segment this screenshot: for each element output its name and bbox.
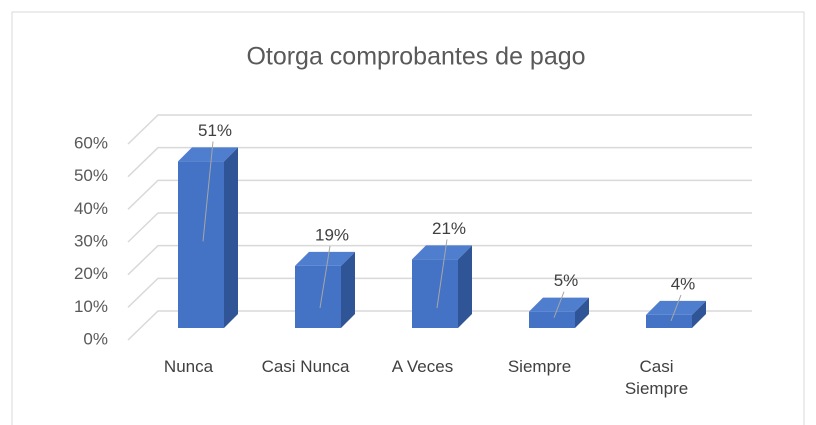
bar-front (529, 311, 575, 328)
x-tick-label-box: Casi Nunca (261, 357, 350, 376)
x-tick-label: Siempre (507, 357, 572, 376)
data-label: 5% (554, 271, 579, 290)
bar-front (646, 314, 692, 328)
data-label: 4% (671, 274, 696, 293)
bar-side (458, 245, 472, 328)
x-tick-label: A Veces (391, 357, 454, 376)
grid-line (127, 244, 752, 276)
grid-line (127, 114, 752, 145)
y-tick-label: 30% (74, 231, 108, 250)
data-label: 21% (432, 219, 466, 238)
y-tick-label: 0% (83, 329, 108, 348)
bar-side (692, 300, 706, 328)
grid-line (127, 146, 752, 178)
grid-line (127, 179, 752, 210)
grid-line (127, 212, 752, 243)
x-tick-label: Nunca (163, 357, 214, 376)
bar-front (295, 265, 341, 328)
leader-line (670, 294, 682, 322)
x-tick-label-box: Nunca (163, 357, 214, 376)
x-tick-label-box: Siempre (507, 357, 572, 376)
y-tick-label: 20% (74, 264, 108, 283)
bar (529, 297, 589, 328)
y-tick-label: 40% (74, 199, 108, 218)
bar-side (224, 147, 238, 328)
bar (646, 300, 706, 328)
x-tick-label: Casi Nunca (261, 357, 350, 376)
x-tick-label-box: Casi Siempre (624, 357, 689, 398)
grid-line (127, 277, 752, 308)
y-tick-label: 10% (74, 297, 108, 316)
leader-line (319, 245, 331, 309)
bar-front (178, 161, 224, 328)
chart-title: Otorga comprobantes de pago (246, 43, 585, 71)
leader-line (202, 141, 214, 242)
bar-side (575, 297, 589, 328)
bar (178, 147, 238, 328)
data-label: 51% (198, 121, 232, 140)
data-label: 19% (315, 225, 349, 244)
bar-side (341, 251, 355, 328)
bar (412, 245, 472, 328)
x-tick-label-box: A Veces (391, 357, 454, 376)
x-tick-label: Casi Siempre (624, 357, 689, 398)
y-tick-label: 50% (74, 166, 108, 185)
leader-line (553, 291, 565, 318)
bar-top (295, 251, 355, 266)
bar-top (178, 147, 238, 162)
y-tick-label: 60% (74, 133, 108, 152)
chart-border (11, 11, 805, 425)
bar (295, 251, 355, 328)
bar-top (412, 245, 472, 260)
bar-front (412, 259, 458, 328)
leader-line (436, 239, 448, 309)
